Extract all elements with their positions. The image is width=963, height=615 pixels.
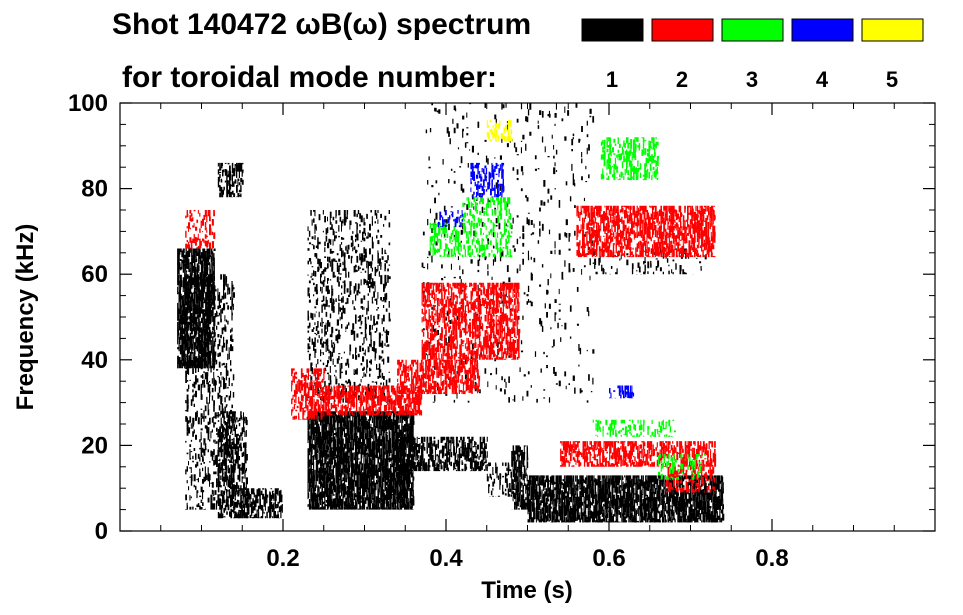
axes: 0 20 40 60 80 100 0.2 0.4 0.6 0.8: [68, 90, 935, 572]
series-1-region-3: [217, 411, 248, 519]
y-tick-label: 20: [81, 432, 108, 459]
legend-swatch-mode-1: [581, 18, 644, 42]
series-1-region-9: [486, 462, 512, 497]
series-4-region-3: [609, 385, 635, 399]
series-1-region-10: [511, 445, 529, 510]
y-tick-label: 0: [95, 518, 108, 545]
series-1-region-6: [307, 411, 415, 510]
series-1-region-5: [217, 162, 244, 198]
legend-label-mode-5: 5: [886, 67, 898, 92]
series-3-region-3: [600, 137, 659, 181]
legend-swatch-mode-5: [861, 18, 924, 42]
y-axis-label: Frequency (kHz): [12, 224, 39, 411]
series-2-region-6: [560, 441, 717, 467]
chart-title: Shot 140472 ωB(ω) spectrum: [112, 8, 531, 41]
y-tick-label: 100: [68, 90, 108, 117]
legend-swatch-mode-2: [651, 18, 714, 42]
series-1-region-8: [397, 436, 488, 472]
series-mode-1: [177, 103, 725, 523]
plot-data-area: [177, 103, 725, 523]
series-2-region-8: [576, 205, 716, 258]
series-mode-3: [429, 137, 708, 480]
series-2-region-3: [323, 385, 423, 416]
x-axis-label: Time (s): [481, 577, 573, 604]
legend-label-mode-1: 1: [606, 67, 618, 92]
y-tick-label: 40: [81, 347, 108, 374]
legend: 1 2 3 4 5: [581, 18, 924, 92]
series-3-region-5: [657, 454, 708, 480]
x-tick-label: 0.6: [592, 545, 625, 572]
legend-swatch-mode-3: [721, 18, 784, 42]
series-1-region-4: [234, 488, 283, 519]
chart-subtitle: for toroidal mode number:: [122, 61, 497, 94]
legend-label-mode-3: 3: [746, 67, 758, 92]
series-2-region-2: [291, 368, 326, 420]
series-3-region-2: [462, 197, 512, 223]
series-mode-5: [486, 120, 513, 142]
series-2-region-1: [185, 210, 216, 249]
series-2-region-5: [421, 282, 521, 360]
y-tick-label: 80: [81, 176, 108, 203]
series-1-region-11: [527, 475, 725, 523]
legend-swatch-mode-4: [791, 18, 854, 42]
legend-label-mode-2: 2: [676, 67, 688, 92]
series-2-region-7: [666, 466, 716, 493]
series-3-region-1: [429, 222, 513, 258]
series-5-region-1: [486, 120, 513, 142]
series-3-region-4: [592, 419, 676, 437]
legend-label-mode-4: 4: [816, 67, 829, 92]
series-mode-4: [437, 162, 635, 399]
x-tick-label: 0.2: [266, 545, 299, 572]
series-1-region-2: [185, 274, 235, 510]
y-tick-label: 60: [81, 261, 108, 288]
series-4-region-2: [437, 210, 464, 228]
x-tick-label: 0.4: [429, 545, 463, 572]
series-2-region-4: [397, 359, 481, 395]
series-mode-2: [185, 205, 717, 493]
series-1-region-12: [421, 103, 595, 403]
series-4-region-1: [470, 162, 505, 198]
x-tick-label: 0.8: [755, 545, 788, 572]
